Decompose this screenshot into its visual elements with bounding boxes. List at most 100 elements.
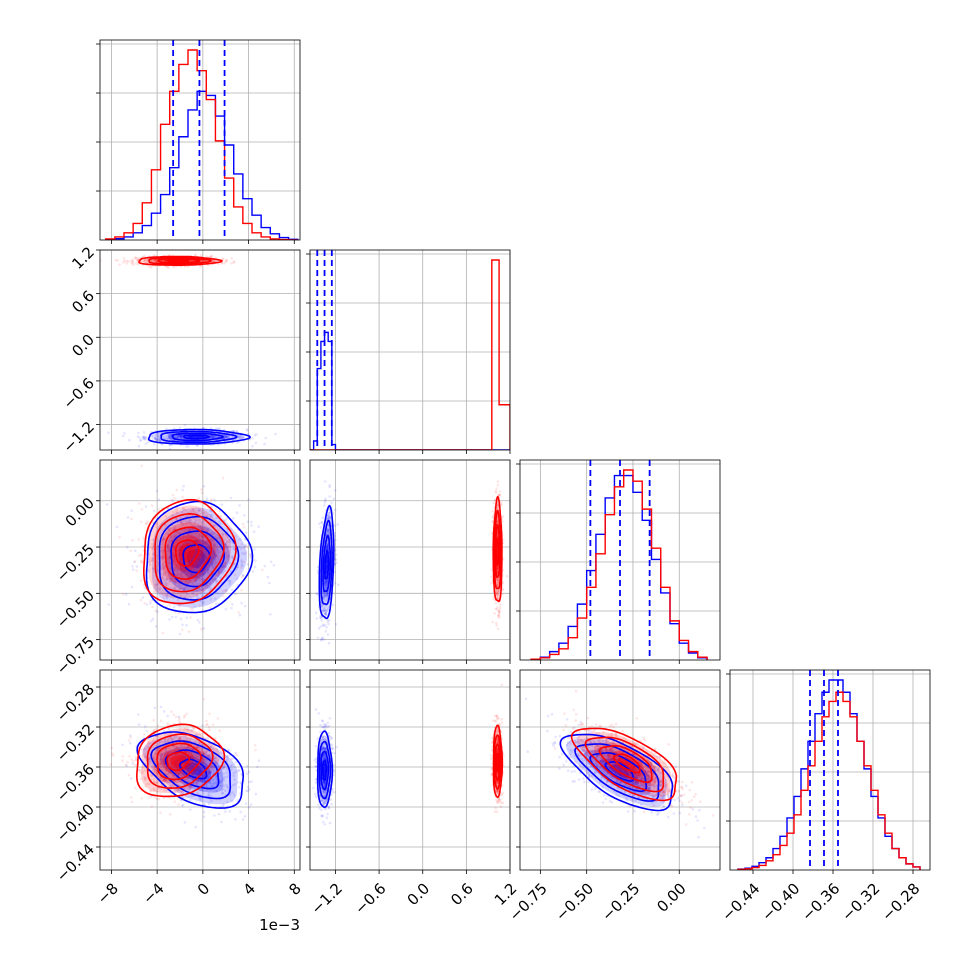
density-level (617, 756, 637, 770)
blue-contours (316, 730, 334, 809)
x-tick-label: −1.2 (307, 879, 345, 917)
blue-contours (318, 504, 335, 620)
histogram-panel (726, 669, 931, 874)
contour-line (183, 434, 211, 440)
blue-contours (145, 500, 254, 614)
panel-frame (309, 459, 511, 661)
x-tick-label: 0 (194, 879, 213, 898)
y-tick-label: −0.75 (53, 633, 98, 678)
panel-frame (519, 669, 721, 871)
contour-line (160, 430, 238, 444)
corner-panels: −8 −4 0 4 8 −1.2 −0.6 0.0 0.6 1.2−0.75 −0.50 −0.25 0… (53, 39, 931, 934)
contour-line (493, 509, 502, 590)
contour-line (145, 500, 254, 614)
y-tick-label: −0.6 (60, 374, 98, 412)
density-level (187, 435, 206, 439)
contour-line (136, 731, 245, 809)
contour-line (318, 740, 332, 800)
panel-frame (99, 249, 301, 451)
scatter-panel (96, 669, 301, 874)
contour-line (612, 753, 641, 774)
contour-line (146, 733, 214, 789)
offset-text: 1e−3 (259, 916, 300, 934)
contour-line (178, 758, 208, 780)
blue-histogram (310, 331, 510, 450)
x-tick-label: −0.44 (718, 879, 763, 924)
panel-frame (99, 669, 301, 871)
contour-line (138, 255, 224, 266)
contour-line (584, 736, 665, 793)
y-tick-label: −0.40 (53, 800, 98, 845)
scatter-panel (516, 669, 721, 874)
contour-line (170, 530, 226, 588)
contour-line (559, 733, 674, 812)
contour-line (493, 734, 503, 790)
contour-line (604, 761, 635, 782)
x-tick-label: −0.40 (758, 879, 803, 924)
y-tick-label: −0.44 (53, 840, 98, 885)
contour-line (158, 515, 240, 601)
histogram-panel (516, 459, 721, 664)
y-tick-label: 1.2 (68, 243, 98, 273)
contour-line (494, 743, 501, 782)
red-contours (492, 724, 504, 799)
x-tick-label: −0.6 (351, 879, 389, 917)
panel-frame (99, 459, 301, 661)
contour-line (570, 727, 678, 802)
y-tick-label: −0.25 (53, 540, 98, 585)
panel-frame (309, 669, 511, 871)
contour-line (320, 519, 333, 606)
histogram-panel (96, 39, 301, 244)
contour-line (574, 743, 660, 802)
contour-line (492, 495, 503, 603)
red-contours (570, 727, 678, 802)
panel-frame (519, 459, 721, 661)
contour-line (174, 539, 200, 567)
contour-line (148, 256, 213, 265)
contour-line (166, 751, 190, 772)
scatter-panel (96, 249, 301, 454)
panel-frame (99, 39, 301, 241)
contour-line (316, 730, 334, 809)
x-tick-label: −0.32 (838, 879, 883, 924)
panel-frame (729, 669, 931, 871)
density-level (170, 754, 186, 768)
y-tick-label: 0.00 (62, 494, 98, 530)
x-tick-label: 0.6 (447, 879, 477, 909)
contour-line (322, 760, 328, 781)
red-contours (142, 498, 237, 605)
red-contours (138, 255, 224, 266)
y-tick-label: −0.28 (53, 680, 98, 725)
x-tick-label: −8 (94, 879, 122, 907)
contour-line (324, 549, 330, 580)
x-tick-label: 4 (240, 879, 259, 898)
contour-line (598, 744, 653, 784)
contour-line (171, 432, 224, 442)
red-contours (135, 723, 226, 798)
x-tick-label: 0.0 (404, 879, 434, 909)
y-tick-label: −0.32 (53, 720, 98, 765)
y-tick-label: −0.50 (53, 587, 98, 632)
x-tick-label: −0.36 (798, 879, 843, 924)
contour-line (154, 512, 225, 593)
scatter-panel (306, 669, 511, 874)
density-level (323, 763, 326, 777)
x-tick-label: 8 (285, 879, 304, 898)
contour-line (322, 534, 332, 593)
x-tick-label: 0.00 (653, 879, 689, 915)
contour-line (147, 428, 251, 445)
x-tick-label: −0.28 (878, 879, 923, 924)
contour-line (495, 538, 500, 566)
x-tick-label: −0.25 (598, 879, 643, 924)
contour-line (135, 723, 226, 798)
blue-histogram (105, 90, 299, 240)
y-tick-label: −1.2 (60, 418, 98, 456)
red-histogram (737, 691, 921, 870)
y-tick-label: −0.36 (53, 760, 98, 805)
x-tick-label: −4 (139, 879, 167, 907)
contour-line (150, 740, 232, 800)
blue-histogram (530, 474, 708, 660)
x-tick-label: −0.50 (552, 879, 597, 924)
contour-line (318, 504, 335, 620)
